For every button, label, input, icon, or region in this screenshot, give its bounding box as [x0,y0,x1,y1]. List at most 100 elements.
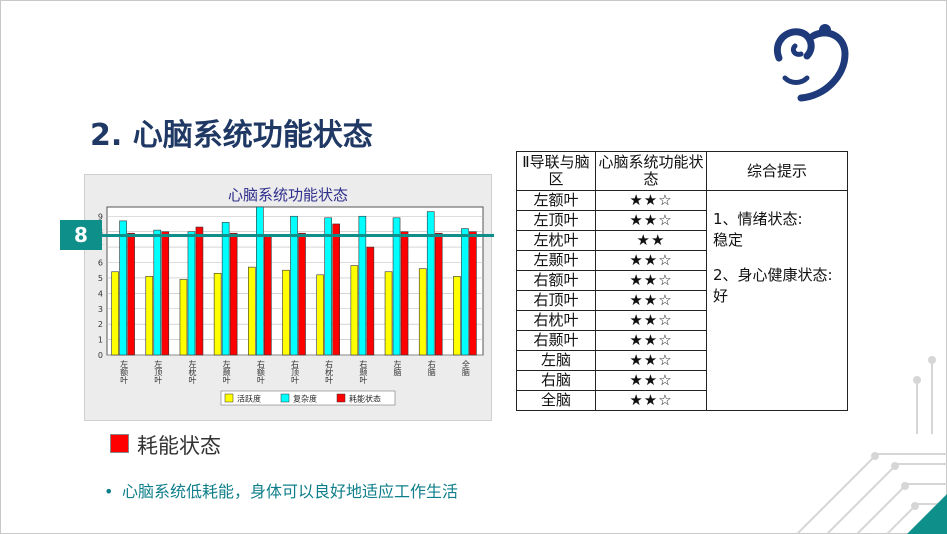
bar-复杂度 [461,228,469,356]
x-tick-label: 右颞叶 [359,359,368,385]
bar-耗能状态 [366,246,375,356]
tip-cell: 1、情绪状态: 稳定 2、身心健康状态: 好 [706,190,848,411]
table-row: 右脑 ★★☆ [516,370,848,391]
bar-活跃度 [145,276,154,356]
region-cell: 左额叶 [516,190,596,211]
legend-swatch [224,393,234,403]
stars-cell: ★★☆ [595,250,707,271]
y-tick-label: 4 [98,289,103,298]
y-tick-label: 9 [98,212,103,221]
bar-耗能状态 [229,232,238,356]
region-cell: 右脑 [516,370,596,391]
summary-text: 心脑系统低耗能，身体可以良好地适应工作生活 [122,482,459,501]
bar-复杂度 [392,217,401,356]
region-cell: 右额叶 [516,270,596,291]
bar-耗能状态 [400,231,409,356]
y-tick-label: 2 [98,320,103,329]
legend-label: 活跃度 [237,394,261,404]
header-tips: 综合提示 [706,151,848,191]
table-row: 右颞叶 ★★☆ [516,330,848,351]
bar-活跃度 [316,274,324,356]
bar-复杂度 [290,215,298,356]
tip-line: 稳定 [713,231,744,249]
bar-耗能状态 [127,232,135,356]
red-square-icon [110,434,129,453]
bar-复杂度 [187,231,196,356]
x-tick-label: 右额叶 [256,359,265,385]
region-cell: 右顶叶 [516,290,596,311]
table-row: 左顶叶 ★★☆ [516,210,848,231]
x-tick-label: 左脑 [393,359,402,377]
legend-swatch [336,393,346,403]
stars-cell: ★★ [595,230,707,251]
region-cell: 左顶叶 [516,210,596,231]
x-tick-label: 全脑 [461,359,470,377]
table-row: 右顶叶 ★★☆ [516,290,848,311]
bar-活跃度 [213,272,222,356]
header-status: 心脑系统功能状态 [595,151,707,191]
stars-cell: ★★☆ [595,210,707,231]
table-row: 全脑 ★★☆ [516,390,848,411]
header-region: Ⅱ导联与脑区 [516,151,596,191]
region-cell: 右颞叶 [516,330,596,351]
slide-title: 2. 心脑系统功能状态 [90,118,373,153]
table-row: 右额叶 ★★☆ [516,270,848,291]
bar-活跃度 [418,268,427,356]
bar-活跃度 [350,265,359,356]
bullet-dot-icon: • [104,482,114,501]
stars-cell: ★★☆ [595,390,707,411]
chart-title: 心脑系统功能状态 [227,186,348,204]
tip-line: 2、身心健康状态: [713,266,833,284]
legend-label: 耗能状态 [349,394,381,404]
bar-活跃度 [179,279,188,356]
tip-line [713,251,843,265]
table-row: 右枕叶 ★★☆ [516,310,848,331]
x-tick-label: 左额叶 [120,359,129,385]
energy-legend-label: 耗能状态 [137,434,221,458]
bar-耗能状态 [264,234,272,356]
chart-panel: 心脑系统功能状态 0123456789左额叶左顶叶左枕叶左颞叶右额叶右顶叶右枕叶… [84,174,492,421]
table-header-row: Ⅱ导联与脑区 心脑系统功能状态 综合提示 [516,151,848,191]
bar-活跃度 [111,271,119,356]
bar-复杂度 [153,229,162,356]
y-tick-label: 6 [98,259,103,268]
bar-耗能状态 [161,231,170,356]
region-cell: 全脑 [516,390,596,411]
table-row: 左脑 ★★☆ [516,350,848,371]
y-tick-label: 0 [98,351,103,360]
bar-复杂度 [426,211,435,356]
threshold-line [102,234,494,237]
bar-复杂度 [119,220,127,356]
y-tick-label: 1 [98,336,103,345]
bar-复杂度 [256,206,264,356]
bar-活跃度 [453,276,461,356]
table-row: 左额叶 ★★☆ 1、情绪状态: 稳定 2、身心健康状态: 好 [516,190,848,411]
bar-活跃度 [384,271,393,356]
stars-cell: ★★☆ [595,350,707,371]
bar-耗能状态 [332,223,340,356]
tip-line: 1、情绪状态: [713,210,803,228]
stars-cell: ★★☆ [595,310,707,331]
region-cell: 左颞叶 [516,250,596,271]
legend-box [220,390,396,406]
y-tick-label: 3 [98,305,103,314]
bar-chart: 0123456789左额叶左顶叶左枕叶左颞叶右额叶右顶叶右枕叶右颞叶左脑右脑全脑… [98,206,484,406]
legend-swatch [280,393,290,403]
summary-bullet: • 心脑系统低耗能，身体可以良好地适应工作生活 [104,478,458,502]
legend-label: 复杂度 [293,394,317,404]
threshold-marker: 8 [60,220,102,250]
x-tick-label: 右顶叶 [291,359,300,385]
stars-cell: ★★☆ [595,190,707,211]
stars-cell: ★★☆ [595,270,707,291]
bar-耗能状态 [298,232,306,356]
bar-耗能状态 [195,226,204,356]
x-tick-label: 左枕叶 [188,359,197,385]
bar-复杂度 [221,222,230,356]
stars-cell: ★★☆ [595,290,707,311]
region-cell: 左脑 [516,350,596,371]
function-table: Ⅱ导联与脑区 心脑系统功能状态 综合提示 左额叶 ★★☆ 1、情绪状态: 稳定 … [516,151,848,411]
tip-line: 好 [713,287,729,305]
bar-耗能状态 [434,232,443,356]
bar-复杂度 [358,215,367,356]
company-logo [774,24,849,102]
